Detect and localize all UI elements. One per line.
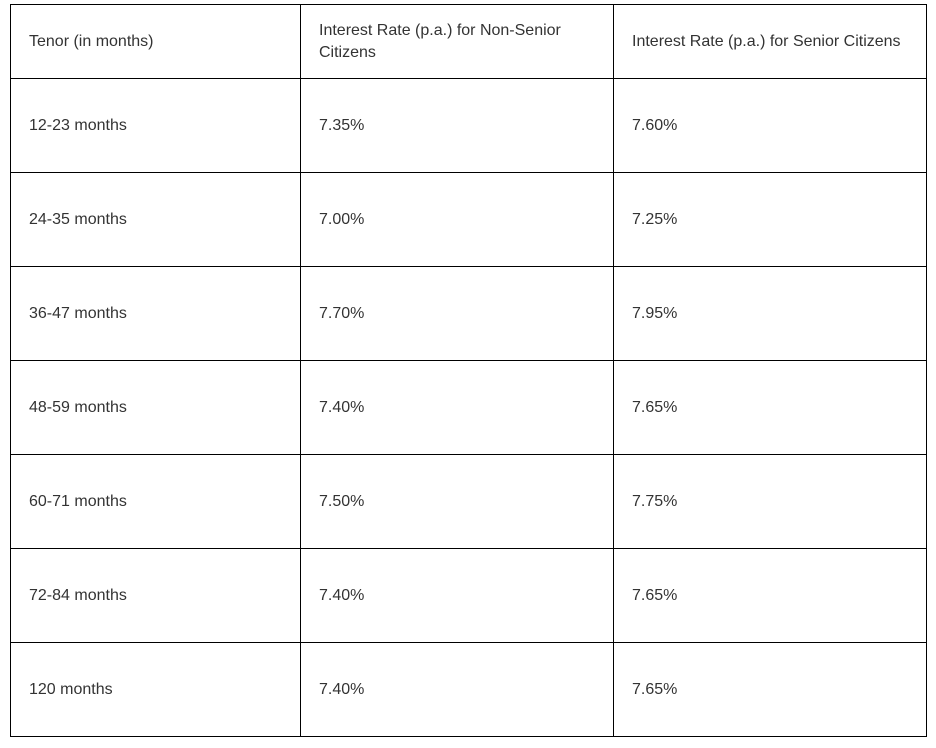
cell-non-senior: 7.00%: [301, 173, 614, 267]
interest-rate-table: Tenor (in months) Interest Rate (p.a.) f…: [10, 4, 927, 737]
cell-tenor: 12-23 months: [11, 79, 301, 173]
cell-tenor: 36-47 months: [11, 267, 301, 361]
table-row: 120 months 7.40% 7.65%: [11, 643, 927, 737]
cell-non-senior: 7.40%: [301, 643, 614, 737]
column-header-senior: Interest Rate (p.a.) for Senior Citizens: [614, 5, 927, 79]
cell-non-senior: 7.40%: [301, 361, 614, 455]
table-row: 60-71 months 7.50% 7.75%: [11, 455, 927, 549]
table-row: 72-84 months 7.40% 7.65%: [11, 549, 927, 643]
table-row: 36-47 months 7.70% 7.95%: [11, 267, 927, 361]
table-header-row: Tenor (in months) Interest Rate (p.a.) f…: [11, 5, 927, 79]
cell-senior: 7.95%: [614, 267, 927, 361]
cell-senior: 7.25%: [614, 173, 927, 267]
cell-tenor: 24-35 months: [11, 173, 301, 267]
cell-senior: 7.65%: [614, 361, 927, 455]
cell-tenor: 120 months: [11, 643, 301, 737]
cell-non-senior: 7.40%: [301, 549, 614, 643]
column-header-tenor: Tenor (in months): [11, 5, 301, 79]
cell-tenor: 60-71 months: [11, 455, 301, 549]
cell-tenor: 48-59 months: [11, 361, 301, 455]
cell-non-senior: 7.70%: [301, 267, 614, 361]
table-row: 48-59 months 7.40% 7.65%: [11, 361, 927, 455]
cell-senior: 7.65%: [614, 549, 927, 643]
cell-senior: 7.75%: [614, 455, 927, 549]
column-header-non-senior: Interest Rate (p.a.) for Non-Senior Citi…: [301, 5, 614, 79]
table-row: 12-23 months 7.35% 7.60%: [11, 79, 927, 173]
cell-non-senior: 7.35%: [301, 79, 614, 173]
cell-senior: 7.60%: [614, 79, 927, 173]
cell-tenor: 72-84 months: [11, 549, 301, 643]
table-row: 24-35 months 7.00% 7.25%: [11, 173, 927, 267]
cell-senior: 7.65%: [614, 643, 927, 737]
cell-non-senior: 7.50%: [301, 455, 614, 549]
